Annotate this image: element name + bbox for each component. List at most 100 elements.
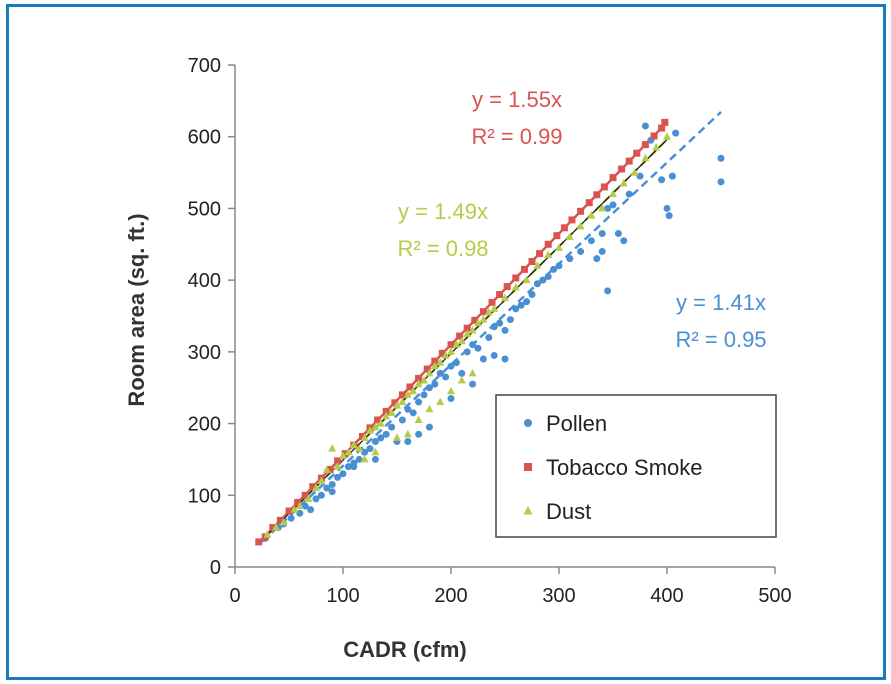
data-point-pollen	[479, 355, 487, 363]
data-point-pollen	[463, 348, 471, 356]
data-point-pollen	[447, 362, 455, 370]
data-point-pollen	[668, 172, 676, 180]
data-point-pollen	[539, 276, 547, 284]
data-point-pollen	[409, 409, 417, 417]
data-point-tobacco-smoke	[447, 341, 455, 349]
chart-frame: 0 100 200 300 400 500 600 700 0 100 200 300 400 500 y…	[6, 4, 886, 680]
data-point-pollen	[604, 204, 612, 212]
r-squared-pollen: R² = 0.95	[675, 327, 766, 352]
data-point-pollen	[614, 230, 622, 238]
data-point-dust	[484, 307, 493, 316]
data-point-pollen	[317, 491, 325, 499]
r-squared-tobacco-smoke: R² = 0.99	[471, 124, 562, 149]
data-point-tobacco-smoke	[431, 357, 439, 365]
data-point-pollen	[350, 463, 358, 471]
data-point-pollen	[485, 334, 493, 342]
y-tick-label: 700	[188, 55, 221, 77]
data-point-tobacco-smoke	[600, 183, 608, 191]
data-point-dust	[414, 379, 423, 388]
data-point-pollen	[323, 484, 331, 492]
data-point-pollen	[501, 355, 509, 363]
data-point-tobacco-smoke	[553, 232, 561, 240]
data-point-pollen	[496, 319, 504, 327]
data-point-pollen	[593, 255, 601, 263]
data-point-dust	[398, 397, 407, 406]
data-point-dust	[441, 350, 450, 359]
data-point-pollen	[533, 280, 541, 288]
data-point-tobacco-smoke	[294, 498, 302, 506]
data-point-tobacco-smoke	[276, 516, 284, 524]
data-point-tobacco-smoke	[544, 240, 552, 248]
data-point-tobacco-smoke	[560, 224, 568, 232]
data-point-dust	[468, 325, 477, 334]
data-point-dust	[360, 454, 369, 463]
data-point-pollen	[361, 448, 369, 456]
data-point-pollen	[420, 391, 428, 399]
x-tick-label: 100	[326, 585, 359, 607]
data-point-tobacco-smoke	[326, 465, 334, 473]
x-tick-label: 400	[650, 585, 683, 607]
data-point-dust	[430, 361, 439, 370]
data-point-tobacco-smoke	[496, 290, 504, 298]
data-point-pollen	[371, 438, 379, 445]
y-tick-label: 0	[210, 557, 221, 579]
data-point-dust	[587, 211, 596, 219]
x-tick-label: 0	[229, 585, 240, 607]
data-point-tobacco-smoke	[618, 165, 626, 173]
data-point-dust	[479, 315, 488, 323]
data-point-pollen	[447, 394, 455, 402]
data-point-pollen	[555, 262, 563, 270]
data-point-tobacco-smoke	[568, 216, 576, 224]
data-point-dust	[555, 243, 563, 251]
data-point-dust	[304, 494, 313, 502]
data-point-dust	[312, 483, 320, 492]
data-point-pollen	[425, 384, 433, 392]
data-point-dust	[609, 189, 617, 198]
data-point-dust	[452, 340, 461, 348]
data-point-tobacco-smoke	[650, 132, 658, 140]
equation-tobacco-smoke: y = 1.55x	[472, 87, 562, 112]
data-point-tobacco-smoke	[625, 157, 633, 165]
overall-fit-line	[261, 139, 668, 541]
y-tick-label: 200	[188, 414, 221, 436]
data-point-pollen	[436, 369, 444, 377]
data-point-tobacco-smoke	[382, 407, 390, 415]
data-point-dust	[565, 232, 574, 241]
data-point-pollen	[490, 323, 498, 331]
data-point-pollen	[512, 305, 520, 313]
data-point-pollen	[355, 455, 363, 463]
data-point-pollen	[598, 247, 606, 255]
data-point-tobacco-smoke	[334, 457, 342, 465]
data-point-pollen	[528, 290, 536, 298]
data-point-pollen	[458, 369, 466, 377]
data-point-dust	[272, 523, 281, 531]
data-point-tobacco-smoke	[503, 283, 511, 291]
data-point-tobacco-smoke	[406, 383, 414, 391]
x-tick-label: 300	[542, 585, 575, 607]
data-point-pollen	[598, 230, 606, 238]
data-point-tobacco-smoke	[285, 507, 293, 515]
data-point-pollen	[663, 204, 671, 212]
legend-marker-pollen	[524, 419, 532, 427]
data-point-tobacco-smoke	[661, 118, 669, 126]
legend-marker-dust	[523, 506, 533, 515]
y-tick-label: 500	[188, 198, 221, 220]
data-point-pollen	[301, 502, 309, 510]
data-point-pollen	[425, 423, 433, 431]
data-point-pollen	[371, 455, 379, 463]
data-point-pollen	[641, 122, 649, 130]
data-point-dust	[322, 465, 331, 474]
data-point-pollen	[469, 341, 477, 349]
data-points	[255, 118, 725, 546]
y-tick-label: 400	[188, 270, 221, 292]
legend-label-pollen: Pollen	[546, 411, 607, 436]
data-point-tobacco-smoke	[391, 399, 399, 407]
data-point-dust	[403, 429, 412, 438]
data-point-dust	[349, 440, 358, 449]
data-point-dust	[490, 304, 499, 312]
data-point-tobacco-smoke	[301, 491, 309, 499]
axes: 0 100 200 300 400 500 600 700 0 100 200 300 400 500	[188, 55, 792, 607]
data-point-tobacco-smoke	[423, 365, 431, 373]
data-point-tobacco-smoke	[341, 450, 349, 458]
data-point-tobacco-smoke	[488, 298, 496, 306]
